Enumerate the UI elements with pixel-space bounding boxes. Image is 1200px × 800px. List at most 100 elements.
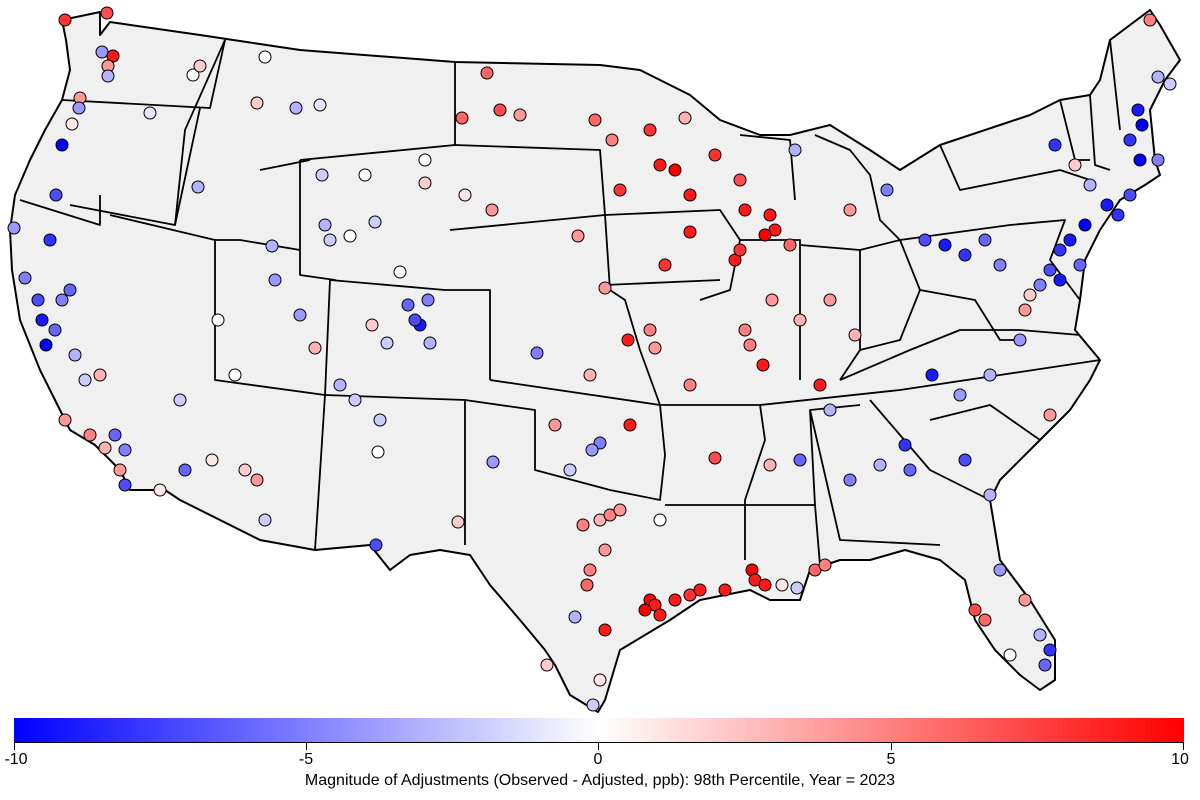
station-marker (143, 106, 157, 120)
station-marker (1033, 628, 1047, 642)
station-marker (118, 478, 132, 492)
station-marker (1018, 593, 1032, 607)
us-state-map (7, 6, 1181, 713)
station-marker (49, 188, 63, 202)
station-marker (333, 378, 347, 392)
station-marker (823, 293, 837, 307)
station-marker (258, 513, 272, 527)
colorbar-tick (598, 742, 599, 750)
station-marker (708, 451, 722, 465)
station-marker (563, 463, 577, 477)
station-marker (113, 463, 127, 477)
station-marker (588, 113, 602, 127)
station-marker (1068, 158, 1082, 172)
station-marker (83, 428, 97, 442)
station-marker (63, 283, 77, 297)
station-marker (758, 228, 772, 242)
station-marker (1135, 118, 1149, 132)
station-marker (790, 581, 804, 595)
state-borders (19, 39, 1121, 566)
station-marker (205, 453, 219, 467)
colorbar-tick-label: 0 (593, 751, 603, 768)
station-marker (55, 138, 69, 152)
station-marker (373, 413, 387, 427)
station-marker (315, 168, 329, 182)
station-marker (540, 658, 554, 672)
station-marker (683, 378, 697, 392)
station-marker (978, 613, 992, 627)
station-marker (880, 183, 894, 197)
station-marker (258, 50, 272, 64)
station-marker (580, 578, 594, 592)
station-marker (958, 453, 972, 467)
station-marker (486, 455, 500, 469)
station-marker (1151, 153, 1165, 167)
station-marker (873, 458, 887, 472)
station-marker (418, 153, 432, 167)
colorbar: -10 -5 0 5 10 Magnitude of Adjustments (… (0, 715, 1200, 800)
station-marker (1163, 77, 1177, 91)
station-marker (613, 183, 627, 197)
station-marker (65, 117, 79, 131)
station-marker (756, 358, 770, 372)
station-marker (903, 463, 917, 477)
station-marker (238, 463, 252, 477)
station-marker (598, 543, 612, 557)
station-marker (648, 341, 662, 355)
station-marker (318, 218, 332, 232)
station-marker (191, 180, 205, 194)
station-marker (1123, 133, 1137, 147)
station-marker (925, 368, 939, 382)
station-marker (938, 238, 952, 252)
colorbar-tick-label: -5 (298, 751, 314, 768)
station-marker (455, 111, 469, 125)
station-marker (653, 513, 667, 527)
station-marker (978, 233, 992, 247)
station-marker (1023, 288, 1037, 302)
station-marker (1063, 233, 1077, 247)
station-marker (613, 503, 627, 517)
station-marker (653, 608, 667, 622)
station-marker (369, 538, 383, 552)
station-marker (401, 298, 415, 312)
station-marker (118, 443, 132, 457)
station-marker (983, 488, 997, 502)
station-marker (58, 413, 72, 427)
station-marker (380, 336, 394, 350)
station-marker (1131, 103, 1145, 117)
station-marker (643, 123, 657, 137)
station-marker (98, 441, 112, 455)
station-marker (95, 45, 109, 59)
station-marker (898, 438, 912, 452)
station-marker (568, 610, 582, 624)
station-marker (788, 143, 802, 157)
station-marker (480, 66, 494, 80)
station-marker (598, 281, 612, 295)
station-marker (653, 158, 667, 172)
station-marker (683, 188, 697, 202)
station-marker (58, 13, 72, 27)
station-marker (421, 293, 435, 307)
station-marker (265, 239, 279, 253)
station-marker (683, 225, 697, 239)
station-marker (571, 229, 585, 243)
colorbar-tick-label: -10 (4, 751, 28, 768)
station-marker (101, 69, 115, 83)
station-marker (43, 233, 57, 247)
station-marker (348, 393, 362, 407)
station-marker (268, 273, 282, 287)
station-marker (451, 515, 465, 529)
station-marker (763, 208, 777, 222)
colorbar-tick (306, 742, 307, 750)
station-marker (733, 243, 747, 257)
station-marker (323, 233, 337, 247)
station-marker (1083, 178, 1097, 192)
station-marker (55, 293, 69, 307)
station-marker (368, 215, 382, 229)
station-marker (843, 203, 857, 217)
station-marker (1048, 138, 1062, 152)
station-marker (586, 698, 600, 712)
station-marker (576, 518, 590, 532)
station-marker (308, 341, 322, 355)
station-marker (678, 111, 692, 125)
